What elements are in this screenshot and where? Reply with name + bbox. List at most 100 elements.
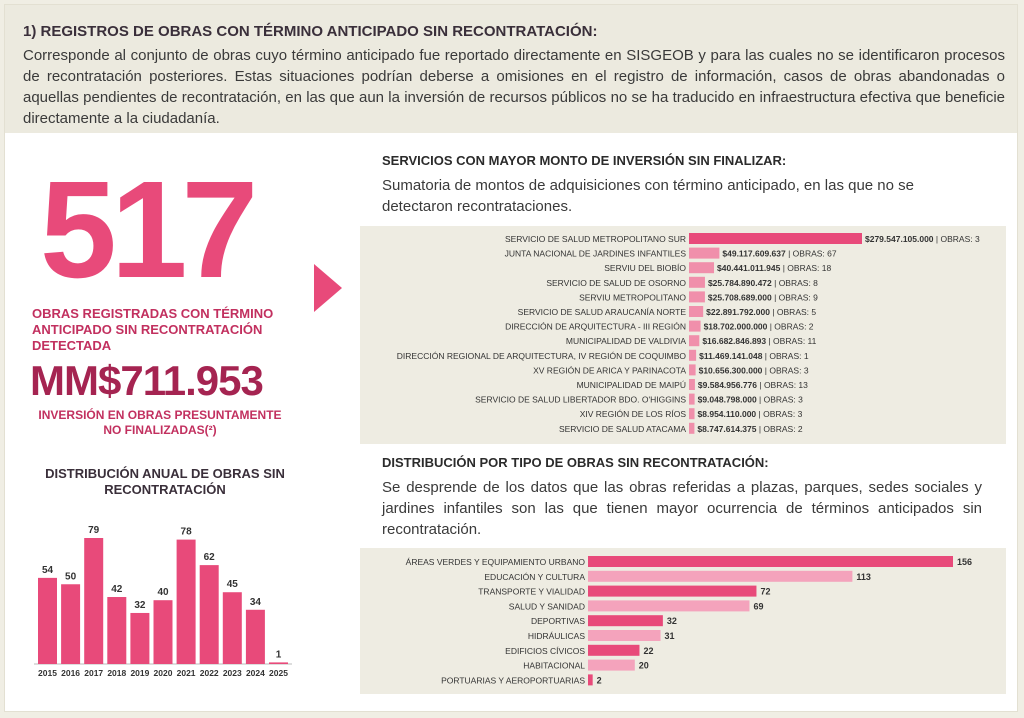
- annual-year-label: 2019: [130, 668, 149, 678]
- services-category-label: DIRECCIÓN DE ARQUITECTURA - III REGIÓN: [505, 322, 686, 332]
- annual-bar-chart: 54 2015 50 2016 79 2017 42 2018 32 2019 40 2020 78 20…: [34, 525, 292, 678]
- types-bar: [588, 644, 640, 656]
- types-category-label: EDUCACIÓN Y CULTURA: [484, 572, 585, 582]
- annual-bar: [199, 565, 219, 664]
- types-category-label: PORTUARIAS Y AEROPORTUARIAS: [441, 675, 585, 685]
- types-value-label: 2: [597, 675, 602, 685]
- types-bar: [588, 570, 853, 582]
- annual-bar: [61, 584, 81, 664]
- annual-value-label: 78: [181, 527, 193, 538]
- types-chart-panel: ÁREAS VERDES Y EQUIPAMIENTO URBANO 156 EDU…: [360, 548, 1006, 694]
- services-bar: [689, 276, 705, 288]
- services-category-label: JUNTA NACIONAL DE JARDINES INFANTILES: [505, 249, 687, 259]
- types-value-label: 31: [665, 631, 675, 641]
- services-value-label: $18.702.000.000 | OBRAS: 2: [704, 322, 814, 332]
- types-category-label: TRANSPORTE Y VIALIDAD: [478, 587, 585, 597]
- annual-year-label: 2023: [223, 668, 242, 678]
- types-value-label: 32: [667, 616, 677, 626]
- types-value-label: 69: [753, 601, 763, 611]
- annual-year-label: 2022: [200, 668, 219, 678]
- services-bar: [689, 320, 701, 332]
- annual-year-label: 2021: [177, 668, 196, 678]
- section-title: 1) REGISTROS DE OBRAS CON TÉRMINO ANTICI…: [23, 23, 598, 40]
- services-category-label: SERVIU METROPOLITANO: [579, 292, 686, 302]
- services-bar: [689, 364, 696, 376]
- services-bar-chart: SERVICIO DE SALUD METROPOLITANO SUR $279.…: [397, 233, 980, 434]
- services-category-label: SERVICIO DE SALUD ARAUCANÍA NORTE: [518, 307, 687, 317]
- services-category-label: SERVICIO DE SALUD LIBERTADOR BDO. O'HIGG…: [475, 395, 686, 405]
- types-description: Se desprende de los datos que las obras …: [382, 479, 982, 538]
- obras-count: 517: [40, 153, 258, 307]
- types-bar: [588, 674, 593, 686]
- services-bar: [689, 408, 695, 420]
- services-bar: [689, 379, 695, 390]
- annual-bar: [38, 577, 57, 664]
- annual-year-label: 2018: [107, 668, 126, 678]
- types-bar-chart: ÁREAS VERDES Y EQUIPAMIENTO URBANO 156 EDU…: [406, 556, 972, 686]
- services-category-label: DIRECCIÓN REGIONAL DE ARQUITECTURA, IV R…: [397, 351, 687, 361]
- services-description: Sumatoria de montos de adquisiciones con…: [382, 177, 914, 215]
- annual-value-label: 32: [134, 600, 146, 611]
- types-bar: [588, 556, 953, 567]
- services-value-label: $11.469.141.048 | OBRAS: 1: [699, 351, 809, 361]
- services-value-label: $8.954.110.000 | OBRAS: 3: [698, 409, 803, 419]
- types-value-label: 156: [957, 557, 972, 567]
- services-bar: [689, 335, 700, 347]
- services-value-label: $22.891.792.000 | OBRAS: 5: [706, 307, 816, 317]
- services-bar: [689, 349, 697, 361]
- section-description: Corresponde al conjunto de obras cuyo té…: [23, 47, 1005, 127]
- services-bar: [689, 262, 715, 274]
- services-value-label: $9.584.956.776 | OBRAS: 13: [698, 380, 808, 390]
- services-category-label: XIV REGIÓN DE LOS RÍOS: [580, 409, 687, 419]
- types-value-label: 72: [760, 587, 770, 597]
- annual-value-label: 79: [88, 525, 100, 536]
- annual-bar: [107, 597, 127, 664]
- types-category-label: DEPORTIVAS: [531, 616, 585, 626]
- services-value-label: $10.656.300.000 | OBRAS: 3: [699, 365, 809, 375]
- annual-bar: [176, 539, 196, 664]
- services-bar: [689, 247, 720, 259]
- services-value-label: $40.441.011.945 | OBRAS: 18: [717, 263, 831, 273]
- services-title: SERVICIOS CON MAYOR MONTO DE INVERSIÓN S…: [382, 153, 787, 168]
- types-bar: [588, 600, 750, 612]
- annual-chart-title: DISTRIBUCIÓN ANUAL DE OBRAS SIN RECONTRA…: [45, 466, 285, 497]
- services-bar: [689, 233, 862, 244]
- annual-value-label: 50: [65, 571, 77, 582]
- services-value-label: $25.708.689.000 | OBRAS: 9: [708, 292, 818, 302]
- types-title: DISTRIBUCIÓN POR TIPO DE OBRAS SIN RECON…: [382, 455, 769, 470]
- types-category-label: HABITACIONAL: [523, 661, 585, 671]
- types-value-label: 20: [639, 661, 649, 671]
- services-chart-panel: SERVICIO DE SALUD METROPOLITANO SUR $279.…: [360, 226, 1006, 444]
- annual-value-label: 34: [250, 597, 262, 608]
- obras-count-label: OBRAS REGISTRADAS CON TÉRMINO ANTICIPADO…: [32, 306, 274, 353]
- annual-year-label: 2015: [38, 668, 57, 678]
- types-category-label: ÁREAS VERDES Y EQUIPAMIENTO URBANO: [406, 557, 586, 567]
- investment-amount: MM$711.953: [30, 357, 264, 404]
- annual-value-label: 1: [276, 649, 282, 660]
- services-value-label: $9.048.798.000 | OBRAS: 3: [698, 395, 804, 405]
- types-bar: [588, 585, 757, 597]
- annual-bar: [245, 609, 265, 664]
- services-category-label: SERVIU DEL BIOBÍO: [604, 263, 686, 273]
- services-bar: [689, 422, 695, 434]
- annual-year-label: 2020: [154, 668, 173, 678]
- services-value-label: $16.682.846.893 | OBRAS: 11: [702, 336, 816, 346]
- arrow-right-icon: [314, 264, 342, 312]
- services-bar: [689, 291, 705, 303]
- services-value-label: $279.547.105.000 | OBRAS: 3: [865, 234, 980, 244]
- types-bar: [588, 615, 663, 627]
- annual-year-label: 2025: [269, 668, 288, 678]
- header-box: 1) REGISTROS DE OBRAS CON TÉRMINO ANTICI…: [5, 5, 1017, 133]
- services-bar: [689, 306, 704, 317]
- investment-label: INVERSIÓN EN OBRAS PRESUNTAMENTE NO FINA…: [38, 408, 282, 437]
- types-bar: [588, 630, 661, 641]
- services-value-label: $25.784.890.472 | OBRAS: 8: [708, 278, 818, 288]
- annual-bar: [84, 538, 104, 664]
- services-category-label: SERVICIO DE SALUD METROPOLITANO SUR: [505, 234, 686, 244]
- services-bar: [689, 393, 695, 405]
- annual-year-label: 2024: [246, 668, 265, 678]
- annual-value-label: 62: [204, 552, 216, 563]
- types-category-label: SALUD Y SANIDAD: [509, 601, 585, 611]
- types-category-label: EDIFICIOS CÍVICOS: [505, 646, 585, 656]
- services-category-label: MUNICIPALIDAD DE VALDIVIA: [566, 336, 686, 346]
